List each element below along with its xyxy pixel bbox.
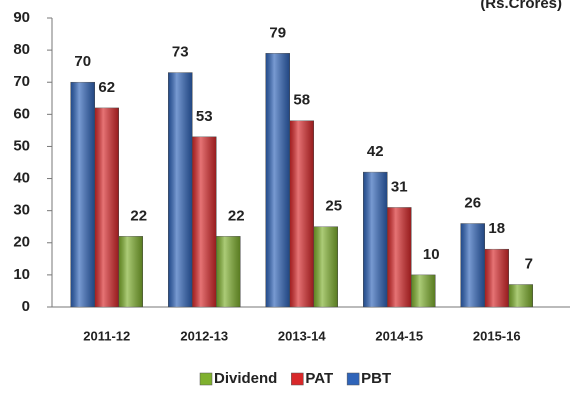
data-label: 26 bbox=[464, 194, 481, 211]
data-label: 70 bbox=[74, 53, 91, 70]
bar-highlight bbox=[508, 284, 533, 307]
bar-highlight bbox=[460, 223, 485, 307]
data-label: 22 bbox=[130, 207, 147, 224]
legend-label: PBT bbox=[361, 370, 391, 387]
bar-highlight bbox=[289, 120, 314, 307]
legend-label: Dividend bbox=[214, 370, 277, 387]
data-label: 10 bbox=[423, 246, 440, 263]
legend-swatch bbox=[291, 372, 304, 386]
data-label: 79 bbox=[269, 24, 286, 41]
y-tick-label: 60 bbox=[13, 105, 30, 122]
y-tick-label: 40 bbox=[13, 170, 30, 187]
bar-highlight bbox=[265, 53, 290, 308]
bar-highlight bbox=[168, 72, 193, 307]
y-tick-label: 0 bbox=[22, 298, 30, 315]
y-tick-label: 70 bbox=[13, 73, 30, 90]
data-label: 58 bbox=[293, 92, 310, 109]
bar-highlight bbox=[363, 172, 388, 307]
y-tick-label: 80 bbox=[13, 41, 30, 58]
data-label: 22 bbox=[228, 207, 245, 224]
data-label: 25 bbox=[325, 198, 342, 215]
data-label: 53 bbox=[196, 108, 213, 125]
x-tick-label: 2014-15 bbox=[375, 328, 423, 343]
x-tick-label: 2015-16 bbox=[473, 328, 521, 343]
y-tick-label: 90 bbox=[13, 9, 30, 26]
legend-label: PAT bbox=[305, 370, 333, 387]
bar-highlight bbox=[411, 274, 436, 307]
data-label: 7 bbox=[525, 255, 533, 272]
legend-swatch bbox=[346, 372, 360, 386]
bar-highlight bbox=[484, 249, 509, 307]
y-tick-label: 20 bbox=[13, 234, 30, 251]
y-tick-label: 50 bbox=[13, 137, 30, 154]
bar-highlight bbox=[94, 107, 119, 308]
data-label: 73 bbox=[172, 44, 189, 61]
bar-highlight bbox=[387, 207, 412, 307]
legend-swatch bbox=[199, 372, 213, 386]
x-tick-label: 2011-12 bbox=[83, 328, 130, 343]
bar-highlight bbox=[192, 136, 217, 307]
y-tick-label: 10 bbox=[13, 266, 30, 283]
x-tick-label: 2012-13 bbox=[180, 328, 228, 343]
data-label: 42 bbox=[367, 143, 384, 160]
x-tick-label: 2013-14 bbox=[278, 328, 326, 343]
unit-label: (Rs.Crores) bbox=[480, 0, 562, 12]
bar-highlight bbox=[216, 236, 241, 307]
y-tick-label: 30 bbox=[13, 202, 30, 219]
bar-highlight bbox=[118, 236, 143, 307]
data-label: 31 bbox=[391, 178, 408, 195]
data-label: 62 bbox=[98, 79, 115, 96]
data-label: 18 bbox=[488, 220, 505, 237]
bar-highlight bbox=[70, 82, 95, 307]
bar-highlight bbox=[313, 226, 338, 307]
